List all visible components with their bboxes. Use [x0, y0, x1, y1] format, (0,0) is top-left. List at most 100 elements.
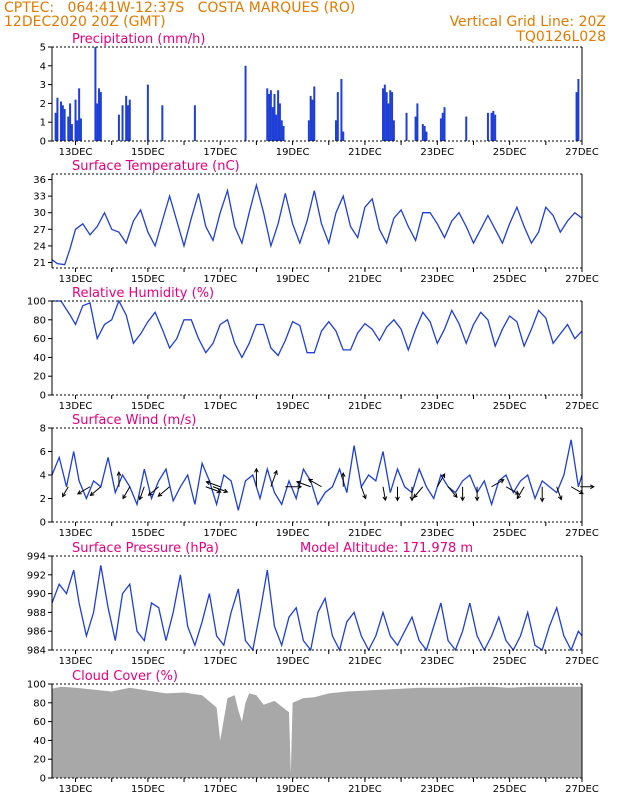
x-tick-label: 21DEC	[348, 274, 382, 285]
wind-arrow	[206, 481, 221, 488]
y-tick-label: 80	[33, 315, 46, 326]
precip-bar	[382, 88, 385, 141]
surface-wind-line	[51, 439, 583, 511]
x-tick-label: 27DEC	[565, 784, 599, 795]
precip-bar	[69, 103, 72, 141]
wind-arrow-head	[295, 480, 301, 486]
wind-arrow-head	[539, 497, 545, 503]
y-tick-label: 36	[33, 175, 46, 186]
panel-title-relative-humidity: Relative Humidity (%)	[72, 286, 214, 301]
wind-arrow-head	[590, 484, 595, 490]
panel-title-surface-wind: Surface Wind (m/s)	[72, 413, 196, 428]
cloud-cover-area	[52, 686, 582, 778]
x-tick-label: 27DEC	[565, 274, 599, 285]
wind-arrow	[90, 486, 102, 496]
wind-arrow-head	[297, 484, 303, 490]
x-tick-label: 17DEC	[203, 528, 237, 539]
panel-relative-humidity: Relative Humidity (%) 0 20 40 60 80 100 13DEC 15…	[27, 286, 599, 412]
y-tick-label: 40	[33, 353, 46, 364]
x-tick-label: 15DEC	[131, 274, 165, 285]
panel-title-precipitation: Precipitation (mm/h)	[72, 32, 205, 47]
precip-bar	[277, 90, 280, 141]
wind-arrow-head	[223, 488, 229, 494]
precip-bar	[244, 65, 247, 141]
precip-bar	[311, 99, 314, 141]
wind-arrow	[122, 486, 131, 499]
wind-arrow-head	[138, 495, 143, 501]
y-tick-label: 60	[33, 717, 46, 728]
x-tick-label: 17DEC	[203, 656, 237, 667]
precip-bar	[405, 112, 408, 141]
precip-bar	[126, 105, 129, 141]
precip-bar	[421, 124, 424, 141]
y-tick-label: 4	[40, 61, 46, 72]
wind-arrow	[77, 486, 91, 495]
precip-bar	[54, 112, 57, 141]
wind-arrow-head	[157, 492, 163, 497]
precip-bar	[275, 114, 278, 141]
precip-bar	[575, 92, 578, 141]
wind-arrow-head	[460, 496, 465, 502]
precip-bar	[465, 116, 468, 141]
y-tick-label: 100	[27, 680, 46, 691]
y-tick-label: 2	[40, 99, 46, 110]
x-tick-label: 19DEC	[276, 401, 310, 412]
precip-bar	[414, 116, 417, 141]
precip-bar	[443, 107, 446, 141]
wind-arrow-head	[516, 494, 521, 500]
wind-arrow	[205, 486, 221, 493]
wind-arrow	[270, 470, 278, 487]
wind-arrow	[139, 486, 145, 500]
x-tick-label: 21DEC	[348, 656, 382, 667]
precip-bar	[63, 109, 66, 141]
x-tick-label: 25DEC	[493, 528, 527, 539]
precip-bar	[313, 86, 316, 141]
wind-arrow	[360, 486, 367, 499]
precip-bar	[490, 112, 493, 141]
precip-bar	[336, 92, 339, 141]
precip-bar	[96, 103, 99, 141]
precip-bar	[268, 94, 271, 141]
y-tick-label: 20	[33, 372, 46, 383]
wind-arrow	[296, 481, 311, 488]
y-tick-label: 30	[33, 208, 46, 219]
wind-arrow	[491, 479, 504, 488]
y-tick-label: 0	[40, 774, 46, 785]
x-tick-label: 17DEC	[203, 274, 237, 285]
x-tick-label: 15DEC	[131, 528, 165, 539]
wind-arrow	[157, 486, 170, 497]
wind-arrow	[570, 486, 584, 494]
precip-bar	[486, 112, 489, 141]
precip-bar	[94, 47, 97, 141]
wind-arrow	[556, 486, 562, 500]
x-tick-label: 25DEC	[493, 784, 527, 795]
panel-title-surface-temperature: Surface Temperature (nC)	[72, 159, 240, 174]
y-tick-label: 6	[40, 447, 46, 458]
y-tick-label: 33	[33, 192, 46, 203]
precip-bar	[193, 105, 196, 141]
x-tick-label: 15DEC	[131, 656, 165, 667]
x-tick-label: 13DEC	[59, 656, 93, 667]
precip-bar	[494, 114, 497, 141]
y-tick-label: 0	[40, 137, 46, 148]
wind-arrow-head	[453, 493, 458, 499]
wind-arrow-head	[205, 480, 211, 486]
wind-arrow-head	[514, 490, 520, 495]
wind-arrow-head	[307, 478, 313, 484]
precip-bar	[273, 94, 276, 141]
y-tick-label: 986	[27, 627, 46, 638]
wind-arrow-head	[216, 488, 222, 494]
wind-arrow-head	[362, 494, 367, 500]
precip-bar	[278, 103, 281, 141]
x-tick-label: 27DEC	[565, 147, 599, 158]
x-tick-label: 13DEC	[59, 528, 93, 539]
precip-bar	[271, 107, 274, 141]
x-tick-label: 21DEC	[348, 401, 382, 412]
wind-arrow	[436, 473, 446, 488]
wind-arrow-head	[147, 491, 153, 496]
wind-arrow	[62, 486, 69, 497]
x-tick-label: 19DEC	[276, 274, 310, 285]
y-tick-label: 27	[33, 225, 46, 236]
precip-bar	[280, 120, 283, 141]
